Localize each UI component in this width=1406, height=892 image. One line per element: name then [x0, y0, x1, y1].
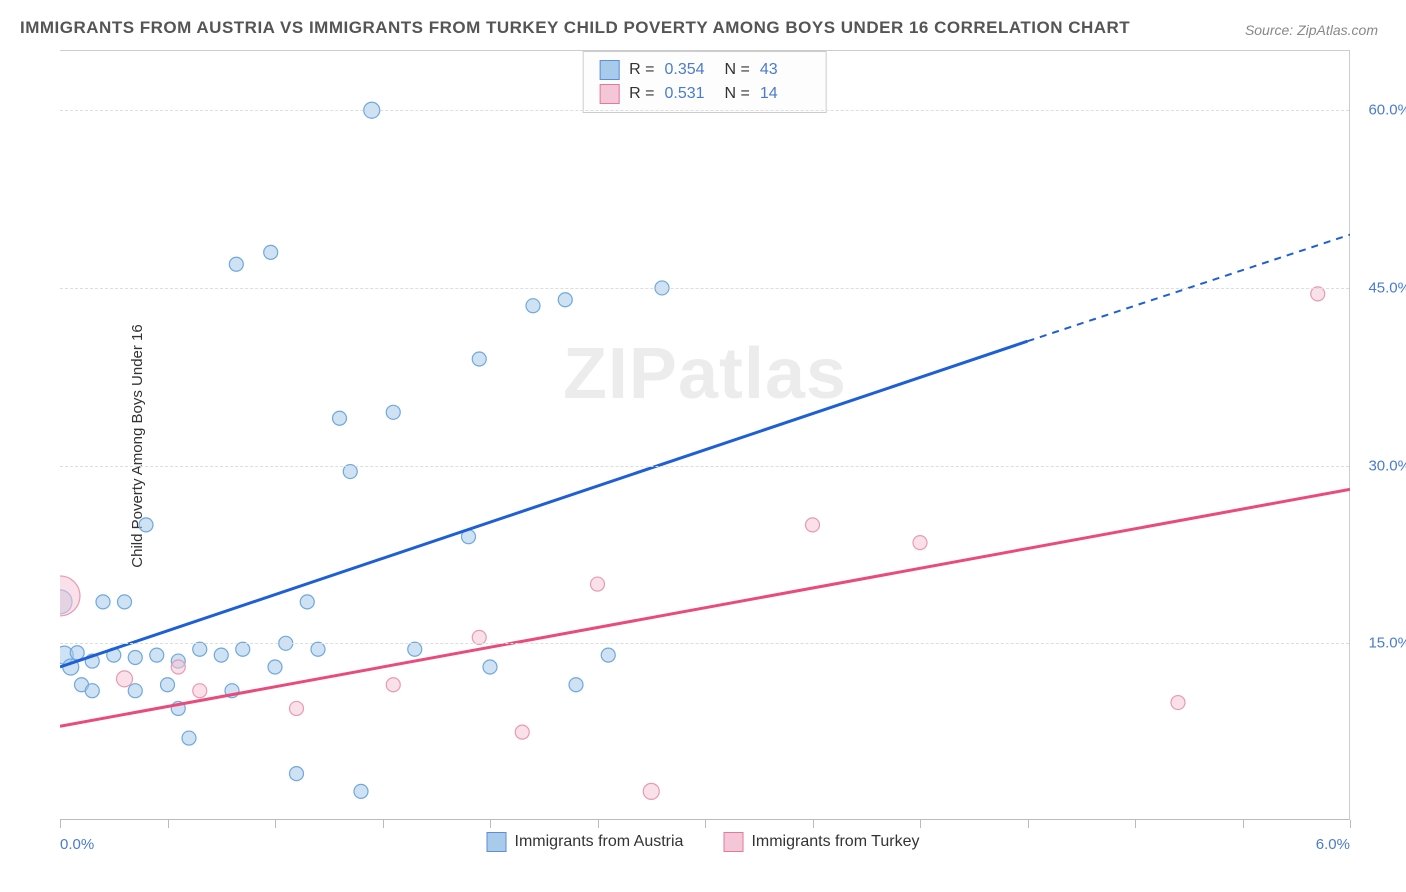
x-tick: [490, 820, 491, 828]
data-point: [913, 536, 927, 550]
x-tick: [383, 820, 384, 828]
data-point: [354, 784, 368, 798]
plot-area: R =0.354N =43R =0.531N =14 ZIPatlas 15.0…: [60, 50, 1350, 820]
x-tick: [813, 820, 814, 828]
data-point: [1311, 287, 1325, 301]
data-point: [229, 257, 243, 271]
legend-label: Immigrants from Turkey: [751, 833, 919, 851]
x-tick: [705, 820, 706, 828]
data-point: [60, 576, 80, 616]
x-tick: [275, 820, 276, 828]
data-point: [343, 465, 357, 479]
bottom-legend: Immigrants from Austria Immigrants from T…: [487, 832, 920, 852]
chart-title: IMMIGRANTS FROM AUSTRIA VS IMMIGRANTS FR…: [20, 18, 1130, 38]
data-point: [161, 678, 175, 692]
x-axis-min-label: 0.0%: [60, 836, 94, 853]
data-point: [806, 518, 820, 532]
gridline: [60, 643, 1349, 644]
gridline: [60, 110, 1349, 111]
data-point: [408, 642, 422, 656]
data-point: [472, 630, 486, 644]
x-tick: [1028, 820, 1029, 828]
data-point: [182, 731, 196, 745]
y-tick-label: 15.0%: [1355, 635, 1406, 652]
data-point: [300, 595, 314, 609]
data-point: [526, 299, 540, 313]
legend-label: Immigrants from Austria: [515, 833, 684, 851]
data-point: [1171, 696, 1185, 710]
data-point: [483, 660, 497, 674]
data-point: [214, 648, 228, 662]
legend-item: Immigrants from Austria: [487, 832, 684, 852]
x-tick: [1350, 820, 1351, 828]
legend-swatch: [487, 832, 507, 852]
data-point: [171, 660, 185, 674]
data-point: [193, 684, 207, 698]
data-point: [643, 783, 659, 799]
source-attribution: Source: ZipAtlas.com: [1245, 22, 1378, 38]
data-point: [601, 648, 615, 662]
x-tick: [920, 820, 921, 828]
trend-line: [60, 341, 1028, 667]
x-axis-max-label: 6.0%: [1316, 836, 1350, 853]
data-point: [386, 405, 400, 419]
y-tick-label: 60.0%: [1355, 102, 1406, 119]
data-point: [569, 678, 583, 692]
data-point: [472, 352, 486, 366]
data-point: [515, 725, 529, 739]
data-point: [290, 701, 304, 715]
gridline: [60, 466, 1349, 467]
data-point: [193, 642, 207, 656]
x-tick: [168, 820, 169, 828]
data-point: [150, 648, 164, 662]
data-point: [558, 293, 572, 307]
trend-line: [60, 489, 1350, 726]
data-point: [290, 767, 304, 781]
x-tick: [1243, 820, 1244, 828]
data-point: [591, 577, 605, 591]
data-point: [264, 245, 278, 259]
x-tick: [598, 820, 599, 828]
data-point: [386, 678, 400, 692]
legend-item: Immigrants from Turkey: [723, 832, 919, 852]
data-point: [333, 411, 347, 425]
data-point: [128, 651, 142, 665]
data-point: [85, 684, 99, 698]
y-tick-label: 30.0%: [1355, 457, 1406, 474]
data-point: [311, 642, 325, 656]
x-tick: [1135, 820, 1136, 828]
data-point: [139, 518, 153, 532]
data-point: [118, 595, 132, 609]
legend-swatch: [723, 832, 743, 852]
data-point: [96, 595, 110, 609]
gridline: [60, 288, 1349, 289]
data-point: [236, 642, 250, 656]
x-tick: [60, 820, 61, 828]
y-tick-label: 45.0%: [1355, 279, 1406, 296]
plot-svg: [60, 51, 1350, 821]
data-point: [70, 646, 84, 660]
data-point: [128, 684, 142, 698]
data-point: [268, 660, 282, 674]
data-point: [117, 671, 133, 687]
correlation-chart: IMMIGRANTS FROM AUSTRIA VS IMMIGRANTS FR…: [0, 0, 1406, 892]
